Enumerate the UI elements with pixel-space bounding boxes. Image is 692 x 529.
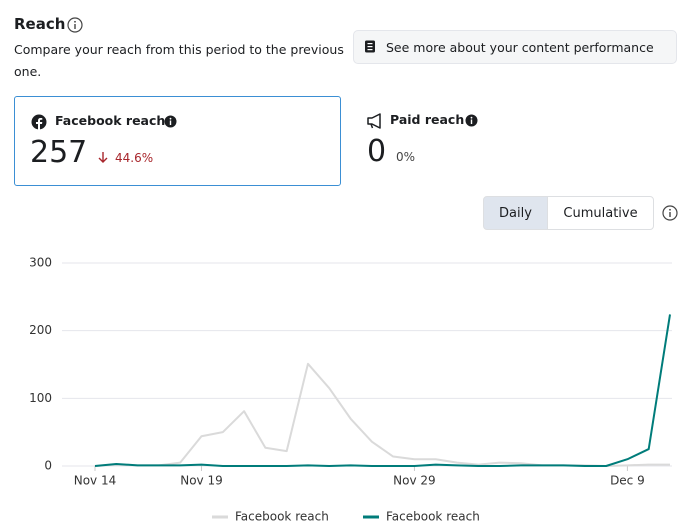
- info-icon[interactable]: [662, 205, 678, 221]
- doc-icon: [365, 40, 375, 53]
- down-arrow: [98, 152, 108, 163]
- paid-card[interactable]: Paid reach 0 0%: [352, 96, 679, 186]
- cumulative-toggle[interactable]: Cumulative: [547, 196, 654, 230]
- info-icon[interactable]: [67, 17, 83, 33]
- section-title: Reach: [14, 15, 66, 33]
- facebook-card[interactable]: Facebook reach 257 44.6%: [14, 96, 341, 186]
- x-tick-label: Nov 14: [74, 474, 117, 488]
- y-tick-label: 300: [29, 256, 52, 270]
- facebook-icon: [31, 114, 47, 130]
- content-button[interactable]: See more about your content performance: [353, 30, 677, 64]
- toggle-label: Cumulative: [563, 205, 638, 221]
- line: [94, 314, 671, 467]
- card-value: 257: [30, 135, 88, 170]
- x-tick-label: Nov 19: [180, 474, 223, 488]
- x-tick-label: Dec 9: [610, 474, 645, 488]
- line: [94, 362, 670, 467]
- y-tick-label: 0: [44, 459, 52, 473]
- x-tick-label: Nov 29: [393, 474, 436, 488]
- y-tick-label: 100: [29, 391, 52, 405]
- subtitle: Compare your reach from this period to t…: [14, 42, 344, 79]
- info-icon: [465, 114, 478, 127]
- card-value: 0: [367, 134, 387, 169]
- legend-label: Facebook reach: [386, 510, 480, 524]
- card-change: 44.6%: [115, 151, 154, 165]
- card-change: 0%: [396, 150, 416, 164]
- info-icon: [164, 115, 177, 128]
- daily-toggle[interactable]: Daily: [483, 196, 548, 230]
- button-label: See more about your content performance: [386, 39, 654, 55]
- chart: 0 100 200 300 Nov 14 Nov 19 Nov 29 Dec 9 Faceboo…: [29, 256, 672, 524]
- card-label: Facebook reach: [55, 113, 166, 128]
- card-label: Paid reach: [390, 112, 465, 127]
- toggle-label: Daily: [499, 205, 532, 221]
- megaphone-icon: [367, 113, 381, 129]
- y-tick-label: 200: [29, 323, 52, 337]
- legend-label: Facebook reach: [235, 510, 329, 524]
